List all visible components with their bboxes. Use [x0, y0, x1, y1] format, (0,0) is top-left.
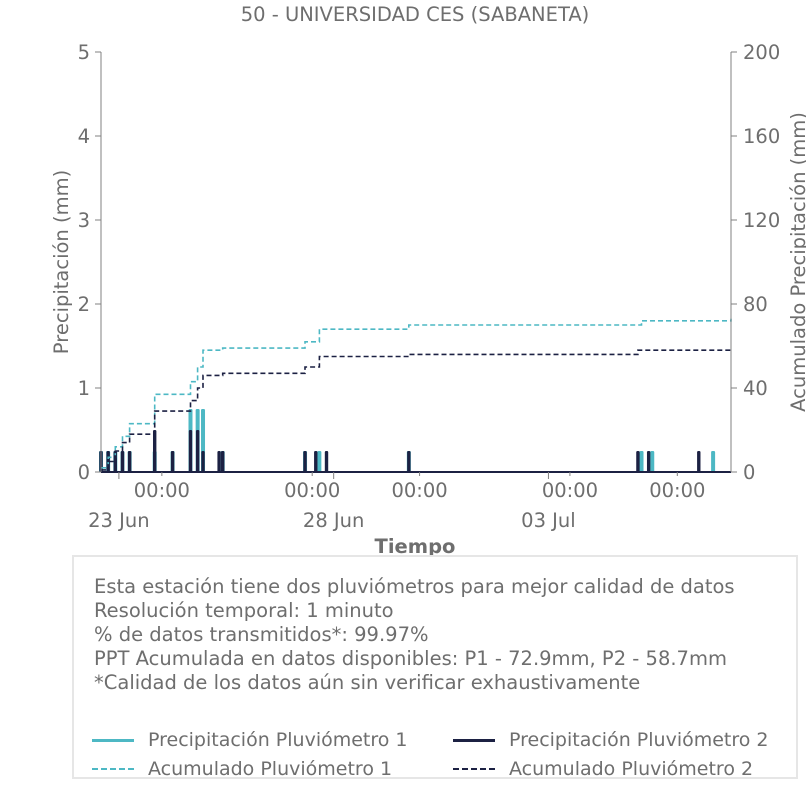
precip-bar	[217, 451, 221, 472]
x-tick-label-time: 00:00	[649, 479, 705, 502]
precip-bar	[106, 451, 110, 472]
legend-item-acum-1: Acumulado Pluviómetro 1	[92, 758, 392, 780]
legend-item-precip-2: Precipitación Pluviómetro 2	[453, 729, 769, 751]
chart-title: 50 - UNIVERSIDAD CES (SABANETA)	[241, 3, 590, 26]
precip-bar	[650, 451, 655, 472]
info-line-stations: Esta estación tiene dos pluviómetros par…	[94, 575, 735, 598]
legend-label: Acumulado Pluviómetro 1	[148, 758, 393, 780]
legend-item-precip-1: Precipitación Pluviómetro 1	[92, 729, 408, 751]
legend-swatch-dashed-navy	[453, 768, 495, 770]
axes-layer: 0 1 2 3 4 5 0 40 80 120 160 200 00:00 00:00 00:00 00:00…	[78, 41, 781, 532]
legend-item-acum-2: Acumulado Pluviómetro 2	[453, 758, 753, 780]
y-tick-label-right: 200	[743, 41, 780, 64]
lines-layer	[101, 318, 732, 473]
precip-bar	[195, 430, 200, 472]
info-box: Esta estación tiene dos pluviómetros par…	[72, 555, 798, 780]
x-tick-label-time: 00:00	[284, 479, 340, 502]
legend-label: Precipitación Pluviómetro 1	[148, 729, 408, 751]
y-tick-label-right: 80	[743, 293, 768, 316]
precip-bar	[407, 451, 411, 472]
info-line-accumulated: PPT Acumulada en datos disponibles: P1 -…	[94, 647, 727, 670]
precip-bar	[314, 451, 318, 472]
y-axis-left-label: Precipitación (mm)	[50, 170, 73, 354]
precip-bar	[324, 451, 329, 472]
x-tick-label-time: 00:00	[391, 479, 447, 502]
y-tick-label-right: 120	[743, 209, 780, 232]
y-tick-label-left: 3	[78, 209, 90, 232]
accumulated-line	[101, 348, 732, 471]
info-line-quality: *Calidad de los datos aún sin verificar …	[94, 671, 641, 694]
precip-bar	[221, 451, 225, 472]
precip-bar	[127, 451, 132, 472]
info-text: Esta estación tiene dos pluviómetros par…	[94, 575, 735, 695]
precip-bar	[646, 451, 651, 472]
y-tick-label-left: 4	[78, 125, 90, 148]
x-tick-label-date: 28 Jun	[303, 509, 364, 532]
precip-bar	[317, 451, 322, 472]
precip-bar	[636, 451, 640, 472]
precip-bar	[170, 451, 175, 472]
precip-bar	[201, 451, 205, 472]
x-tick-label-date: 23 Jun	[88, 509, 149, 532]
precip-bar	[711, 451, 716, 472]
y-tick-label-right: 0	[743, 461, 755, 484]
legend-swatch-solid-teal	[92, 738, 134, 742]
legend-label: Acumulado Pluviómetro 2	[509, 758, 754, 780]
precip-bar	[303, 451, 307, 472]
x-tick-label-time: 00:00	[542, 479, 598, 502]
y-tick-label-left: 0	[78, 461, 90, 484]
y-tick-label-right: 40	[743, 377, 768, 400]
precip-bar	[188, 430, 193, 472]
precip-bar	[120, 451, 125, 472]
x-axis-label: Tiempo	[375, 535, 456, 558]
legend-swatch-solid-navy	[453, 738, 495, 742]
info-line-resolution: Resolución temporal: 1 minuto	[94, 599, 394, 622]
x-tick-label-date: 03 Jul	[521, 509, 576, 532]
accumulated-line	[101, 318, 732, 469]
legend-swatch-dashed-teal	[92, 768, 134, 770]
y-tick-label-left: 1	[78, 377, 90, 400]
y-axis-right-label: Acumulado Precipitación (mm)	[787, 112, 806, 412]
precipitation-chart: 50 - UNIVERSIDAD CES (SABANETA) Precipit…	[50, 3, 806, 558]
precip-bar	[697, 451, 701, 472]
y-tick-label-left: 2	[78, 293, 90, 316]
precip-bar	[113, 451, 118, 472]
precip-bar	[639, 451, 644, 472]
y-tick-label-right: 160	[743, 125, 780, 148]
precip-bar	[152, 430, 157, 472]
y-tick-label-left: 5	[78, 41, 90, 64]
bars-layer	[99, 409, 716, 472]
info-line-transmitted: % de datos transmitidos*: 99.97%	[94, 623, 429, 646]
legend-label: Precipitación Pluviómetro 2	[509, 729, 769, 751]
x-tick-label-time: 00:00	[134, 479, 190, 502]
